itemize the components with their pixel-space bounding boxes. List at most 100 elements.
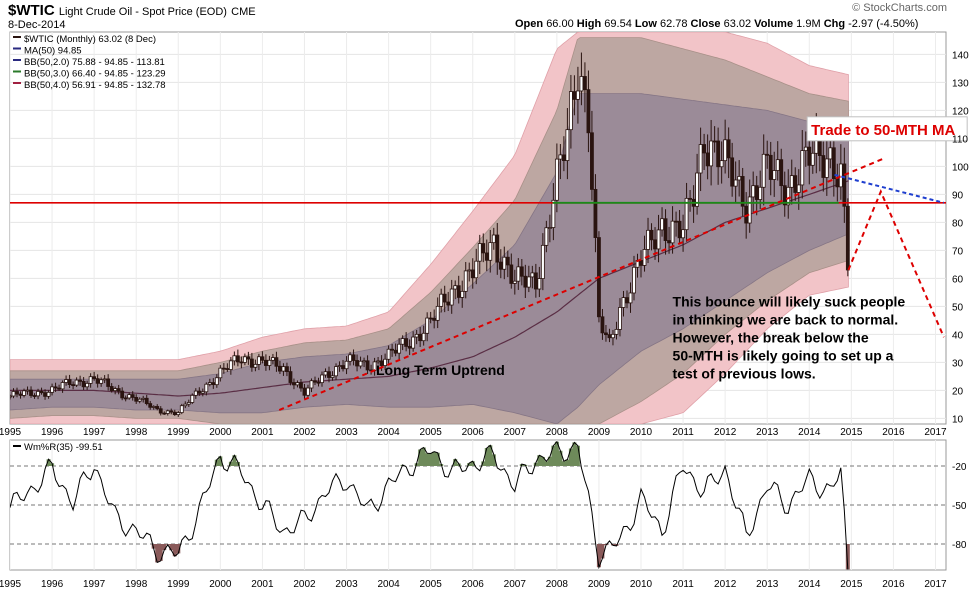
x-tick-label-indicator: 2012 <box>714 579 737 590</box>
candle-body <box>831 147 836 180</box>
candle-body <box>249 358 254 368</box>
candle-body <box>484 252 489 261</box>
wr-legend-swatch <box>13 445 21 447</box>
low-label: Low <box>634 18 657 30</box>
candle-body <box>751 185 756 198</box>
candle-body <box>362 360 366 363</box>
candle-body <box>32 395 37 397</box>
open-value: 66.00 <box>546 18 574 30</box>
chg-value: -2.97 (-4.50%) <box>848 18 919 30</box>
x-tick-label: 1999 <box>167 427 190 438</box>
candle-body <box>835 178 840 188</box>
annotation-commentary-line: test of previous lows. <box>673 365 816 381</box>
indicator-plot-area <box>10 440 946 570</box>
annotation-uptrend: Long Term Uptrend <box>376 362 505 378</box>
candle-body <box>260 356 265 361</box>
candle-body <box>491 234 496 244</box>
candle-body <box>172 411 177 416</box>
x-tick-label: 2002 <box>293 427 316 438</box>
x-tick-label: 2000 <box>209 427 232 438</box>
candle-body <box>274 357 279 367</box>
candle-body <box>583 76 587 91</box>
x-tick-label: 2016 <box>882 427 905 438</box>
candle-body <box>39 391 44 394</box>
candle-body <box>800 150 805 186</box>
candle-body <box>765 153 770 156</box>
high-label: High <box>576 18 602 30</box>
candle-body <box>498 261 503 270</box>
candle-body <box>225 368 230 370</box>
candle-body <box>376 360 380 363</box>
y-tick-label: 30 <box>952 358 964 369</box>
candle-body <box>667 240 671 244</box>
x-tick-label: 2005 <box>420 427 443 438</box>
candle-body <box>779 159 784 187</box>
x-tick-label: 2001 <box>251 427 274 438</box>
candle-body <box>719 160 724 168</box>
candle-body <box>456 285 461 298</box>
x-tick-label-indicator: 2014 <box>798 579 821 590</box>
symbol-text: $WTIC <box>8 2 55 19</box>
candle-body <box>786 186 791 206</box>
candle-body <box>186 402 191 405</box>
candle-body <box>481 243 486 254</box>
candle-body <box>540 244 545 279</box>
candle-body <box>99 379 104 384</box>
candle-body <box>81 381 86 388</box>
candle-body <box>43 392 47 397</box>
x-tick-label: 1995 <box>0 427 22 438</box>
candle-body <box>102 378 107 381</box>
candle-body <box>386 348 391 360</box>
candle-body <box>64 379 68 383</box>
main-plot-area <box>10 32 946 424</box>
candle-body <box>449 288 454 306</box>
x-tick-label-indicator: 1997 <box>83 579 106 590</box>
x-tick-label: 2009 <box>588 427 611 438</box>
candle-body <box>351 354 356 361</box>
symbol-description: Light Crude Oil - Spot Price (EOD) <box>58 6 227 18</box>
ma50-line <box>10 180 849 397</box>
candle-body <box>302 387 307 396</box>
candle-body <box>537 278 542 290</box>
candle-body <box>677 220 682 239</box>
candle-body <box>775 159 780 171</box>
candle-body <box>702 144 707 154</box>
candle-body <box>235 355 240 363</box>
candle-body <box>25 389 30 392</box>
candle-body <box>393 349 398 354</box>
candle-body <box>526 276 531 288</box>
candle-body <box>246 356 251 360</box>
candle-body <box>656 229 661 250</box>
candle-body <box>155 406 160 410</box>
annotation-commentary-line: 50-MTH is likely going to set up a <box>673 347 894 363</box>
candle-body <box>165 410 170 414</box>
price-candles <box>10 52 850 417</box>
candle-body <box>716 140 721 168</box>
candle-body <box>218 367 223 379</box>
candle-body <box>796 184 801 193</box>
candle-body <box>761 153 766 188</box>
candle-body <box>533 272 538 290</box>
candle-body <box>681 229 685 239</box>
candle-body <box>92 376 97 380</box>
candle-body <box>74 379 79 386</box>
candle-body <box>214 377 219 386</box>
candle-body <box>572 91 577 100</box>
candle-body <box>95 378 100 384</box>
chart-date: 8-Dec-2014 <box>8 19 66 31</box>
x-tick-label-indicator: 2003 <box>335 579 358 590</box>
legend-entry: BB(50,2.0) 75.88 - 94.85 - 113.81 <box>24 57 165 68</box>
y-tick-label: 50 <box>952 302 964 313</box>
candle-body <box>127 394 132 399</box>
main-legend: $WTIC (Monthly) 63.02 (8 Dec)MA(50) 94.8… <box>13 34 166 91</box>
annotation-box <box>806 116 968 142</box>
candle-body <box>512 280 517 284</box>
candle-body <box>712 140 717 143</box>
candle-body <box>505 256 510 266</box>
candle-body <box>845 205 850 271</box>
candle-body <box>810 152 815 166</box>
candle-body <box>379 360 384 366</box>
symbol-exchange: CME <box>231 6 256 18</box>
candle-body <box>695 172 700 207</box>
candle-body <box>53 386 58 389</box>
